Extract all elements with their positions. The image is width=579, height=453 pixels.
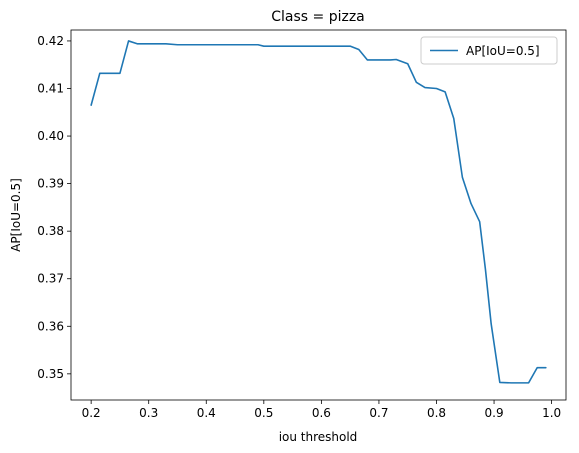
x-tick-label: 1.0 [542,406,561,420]
x-axis: 0.2 0.3 0.4 0.5 0.6 0.7 0.8 0.9 1.0 [82,400,561,420]
y-tick-label: 0.36 [37,319,64,333]
y-tick-label: 0.39 [37,177,64,191]
y-tick-label: 0.41 [37,81,64,95]
legend-box [420,36,558,65]
chart-title: Class = pizza [271,9,365,25]
series-layer [90,40,547,384]
y-tick-label: 0.35 [37,367,64,381]
plot-frame [70,29,567,401]
y-axis-title: AP[IoU=0.5] [9,178,23,252]
x-tick-label: 0.7 [369,406,388,420]
x-tick-label: 0.5 [254,406,273,420]
y-axis: 0.35 0.36 0.37 0.38 0.39 0.40 0.41 0.42 [37,34,71,381]
x-tick-label: 0.4 [197,406,216,420]
x-tick-label: 0.9 [485,406,504,420]
y-tick-label: 0.38 [37,224,64,238]
x-tick-label: 0.6 [312,406,331,420]
x-axis-title: iou threshold [279,430,358,444]
legend: AP[IoU=0.5] [420,36,558,65]
x-tick-label: 0.8 [427,406,446,420]
y-tick-label: 0.40 [37,129,64,143]
x-tick-label: 0.3 [139,406,158,420]
legend-label-ap: AP[IoU=0.5] [466,44,540,58]
plot-area [70,29,567,401]
y-tick-label: 0.42 [37,34,64,48]
y-tick-label: 0.37 [37,272,64,286]
series-line-ap [90,40,547,384]
x-tick-label: 0.2 [82,406,101,420]
